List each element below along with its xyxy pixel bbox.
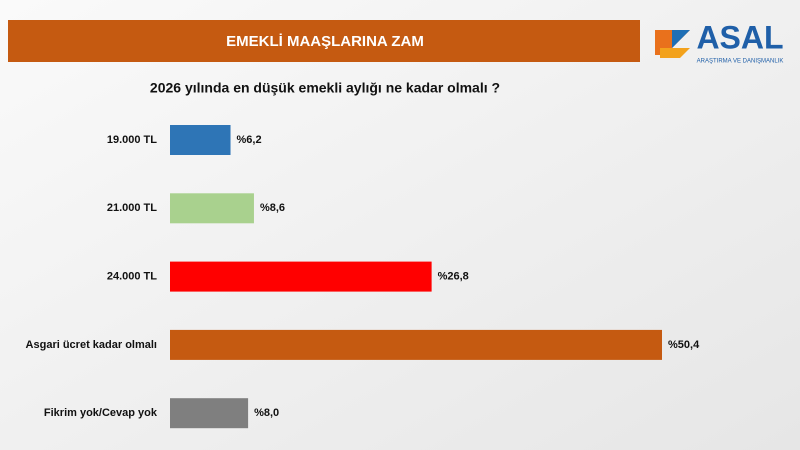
value-label: %50,4 — [668, 339, 700, 351]
bar — [170, 193, 254, 224]
banner — [8, 20, 640, 62]
banner-text: EMEKLİ MAAŞLARINA ZAM — [226, 33, 424, 50]
category-label: 21.000 TL — [107, 202, 157, 214]
category-label: 24.000 TL — [107, 271, 157, 283]
value-label: %26,8 — [438, 271, 469, 283]
category-label: 19.000 TL — [107, 134, 157, 146]
chart-title: 2026 yılında en düşük emekli aylığı ne k… — [150, 80, 500, 96]
bar — [170, 125, 231, 155]
value-label: %8,6 — [260, 202, 285, 214]
bar — [170, 261, 432, 292]
logo-text: ASAL — [696, 19, 783, 55]
category-label: Asgari ücret kadar olmalı — [26, 339, 157, 351]
bar — [170, 329, 662, 360]
logo-subtitle: ARAŞTIRMA VE DANIŞMANLIK — [697, 59, 784, 65]
logo-icon — [655, 30, 690, 58]
value-label: %6,2 — [237, 134, 262, 146]
bar — [170, 398, 249, 429]
value-label: %8,0 — [254, 407, 279, 419]
category-label: Fikrim yok/Cevap yok — [44, 407, 158, 419]
